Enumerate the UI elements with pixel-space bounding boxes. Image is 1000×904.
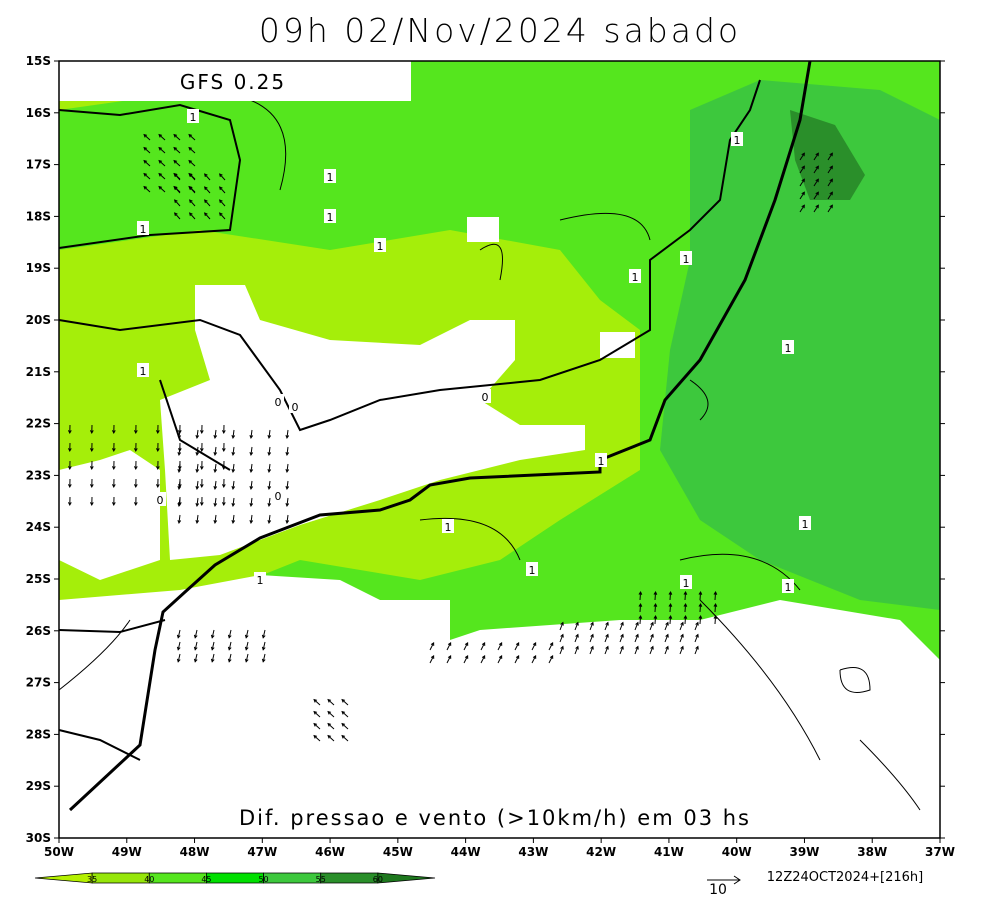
lat-label: 22S (26, 417, 51, 431)
lat-label: 23S (26, 468, 51, 482)
colorbar-segment (264, 873, 321, 883)
colorbar-label: 40 (144, 875, 154, 884)
lon-label: 45W (383, 845, 413, 859)
colorbar-label: 45 (201, 875, 211, 884)
lon-label: 40W (722, 845, 752, 859)
contour-label: 1 (802, 518, 809, 531)
lon-label: 46W (315, 845, 345, 859)
map-footer: Dif. pressao e vento (>10km/h) em 03 hs (239, 806, 751, 830)
lon-label: 50W (44, 845, 74, 859)
lon-label: 37W (925, 845, 955, 859)
contour-label: 1 (140, 223, 147, 236)
contour-label: 1 (327, 171, 334, 184)
colorbar-segment (35, 873, 92, 883)
contour-label: 1 (632, 271, 639, 284)
colorbar-segment (92, 873, 149, 883)
lat-label: 20S (26, 313, 51, 327)
colorbar-label: 35 (87, 875, 97, 884)
contour-label: 1 (445, 521, 452, 534)
lon-label: 42W (586, 845, 616, 859)
lat-label: 21S (26, 365, 51, 379)
lon-label: 39W (789, 845, 819, 859)
colorbar: 35 40 45 50 55 60 (35, 873, 435, 884)
contour-label: 1 (257, 574, 264, 587)
contour-label: 0 (275, 490, 282, 503)
contour-label: 1 (785, 342, 792, 355)
lat-label: 28S (26, 727, 51, 741)
lon-label: 49W (112, 845, 142, 859)
colorbar-segment (149, 873, 206, 883)
colorbar-segment (378, 873, 435, 883)
contour-label: 1 (190, 111, 197, 124)
contour-label: 1 (683, 253, 690, 266)
lon-label: 47W (247, 845, 277, 859)
contour-label: 0 (482, 391, 489, 404)
field-white (59, 450, 160, 580)
lat-label: 16S (26, 106, 51, 120)
lat-label: 25S (26, 572, 51, 586)
contour-label: 1 (683, 577, 690, 590)
model-label: GFS 0.25 (180, 70, 286, 94)
lat-label: 26S (26, 624, 51, 638)
timestamp: 12Z24OCT2024+[216h] (767, 870, 923, 885)
colorbar-label: 50 (258, 875, 268, 884)
lon-label: 44W (451, 845, 481, 859)
contour-label: 1 (529, 564, 536, 577)
lat-label: 19S (26, 261, 51, 275)
contour-label: 1 (140, 365, 147, 378)
lon-label: 41W (654, 845, 684, 859)
lat-label: 17S (26, 158, 51, 172)
field-white (600, 332, 635, 358)
lat-label: 30S (26, 831, 51, 845)
lat-label: 18S (26, 209, 51, 223)
vector-scale: 10 (709, 882, 727, 898)
colorbar-label: 60 (373, 875, 383, 884)
lat-label: 15S (26, 54, 51, 68)
lon-label: 38W (857, 845, 887, 859)
contour-label: 0 (292, 401, 299, 414)
lat-label: 29S (26, 779, 51, 793)
contour-label: 1 (785, 581, 792, 594)
contour-label: 0 (275, 396, 282, 409)
colorbar-label: 55 (316, 875, 326, 884)
title: 09h 02/Nov/2024 sabado (259, 11, 741, 50)
colorbar-segment (321, 873, 378, 883)
lon-label: 48W (180, 845, 210, 859)
contour-label: 1 (377, 240, 384, 253)
field-white (467, 217, 499, 242)
lon-label: 43W (518, 845, 548, 859)
lat-label: 24S (26, 520, 51, 534)
contour-label: 0 (157, 494, 164, 507)
colorbar-segment (206, 873, 263, 883)
lat-label: 27S (26, 676, 51, 690)
contour-label: 1 (598, 455, 605, 468)
contour-label: 1 (327, 211, 334, 224)
contour-label: 1 (734, 134, 741, 147)
